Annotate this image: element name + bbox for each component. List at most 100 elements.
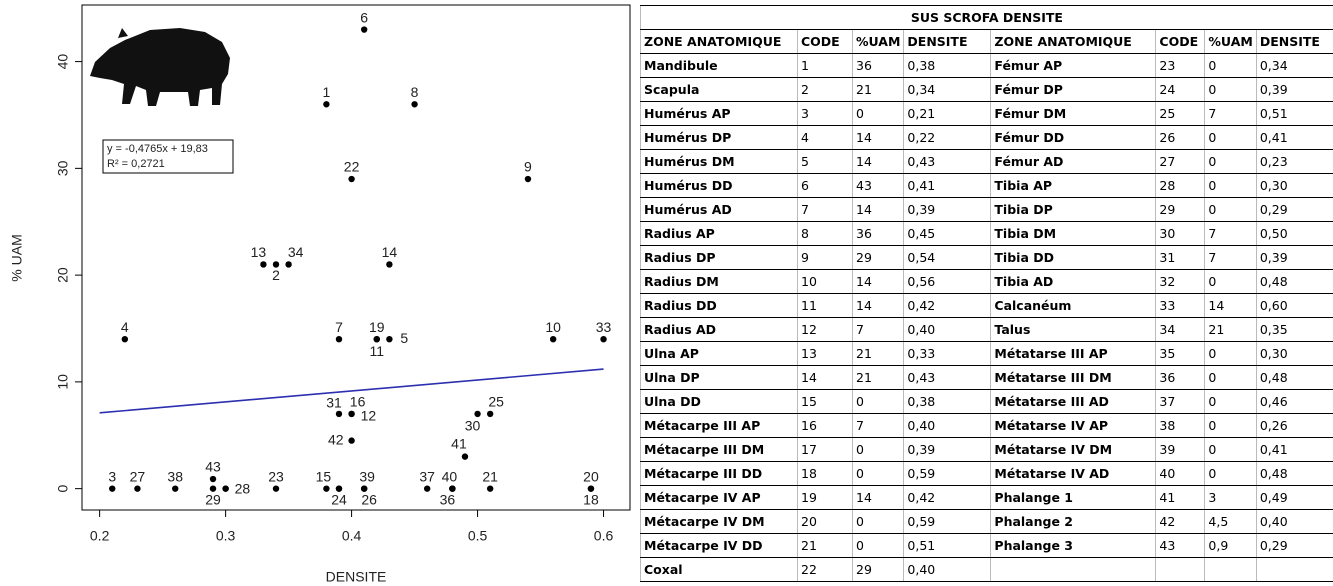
table-cell: 0,48 — [1255, 365, 1333, 390]
table-row: Humérus AD 7 14 0,39 Tibia DP 29 0 0,29 — [640, 197, 1333, 222]
table-cell: 33 — [1155, 293, 1205, 318]
table-cell: 7 — [851, 413, 904, 438]
point-label: 11 — [370, 343, 385, 359]
point-label: 34 — [288, 244, 304, 260]
point-label: 25 — [488, 394, 504, 410]
point — [386, 261, 393, 268]
table-cell: Humérus DM — [640, 149, 798, 174]
table-cell: 0,48 — [1255, 269, 1333, 294]
table-cell: 25 — [1155, 101, 1205, 126]
table-cell: 5 — [797, 149, 853, 174]
x-tick-label: 0.5 — [468, 528, 488, 544]
point — [272, 261, 280, 268]
table-cell: 0 — [1204, 53, 1257, 78]
table-row: Scapula 2 21 0,34 Fémur DP 24 0 0,39 — [640, 77, 1333, 102]
table-cell: 0,48 — [1255, 461, 1333, 486]
table-cell: Scapula — [640, 77, 798, 102]
table-cell: %UAM — [851, 29, 904, 54]
table-cell: Ulna AP — [640, 341, 798, 366]
table-cell: 8 — [797, 221, 853, 246]
point-label: 30 — [465, 418, 481, 434]
table-row: Métacarpe IV DD 21 0 0,51 Phalange 3 43 0,9 0,2… — [640, 533, 1333, 558]
table-cell — [990, 557, 1156, 582]
point — [373, 335, 380, 343]
table-cell: 6 — [797, 173, 853, 198]
x-axis-title: DENSITE — [326, 569, 387, 585]
table-cell: 0 — [1204, 149, 1257, 174]
table-cell: 36 — [851, 53, 904, 78]
point — [272, 485, 280, 492]
table-row: Métacarpe III DM 17 0 0,39 Métatarse IV DM 39… — [640, 437, 1333, 462]
table-cell: 1 — [797, 53, 853, 78]
table-row: Humérus AP 3 0 0,21 Fémur DM 25 7 0,51 — [640, 101, 1333, 126]
point-label: 24 — [331, 491, 347, 507]
table-cell: 0,54 — [903, 245, 991, 270]
point — [285, 261, 292, 268]
table-cell: Radius DM — [640, 269, 798, 294]
table-cell: 0 — [851, 101, 904, 126]
y-tick-label: 40 — [55, 54, 71, 70]
point — [335, 335, 343, 343]
table-cell: 0,60 — [1255, 293, 1333, 318]
header-row: ZONE ANATOMIQUE CODE %UAM DENSITE ZONE ANATO… — [640, 29, 1333, 54]
plot-frame — [81, 4, 631, 511]
point-label: 16 — [350, 394, 366, 410]
table-cell: Fémur AP — [990, 53, 1156, 78]
table-cell: 36 — [851, 221, 904, 246]
table-cell: 35 — [1155, 341, 1205, 366]
point — [260, 261, 267, 268]
table-cell: 0,21 — [903, 101, 991, 126]
y-tick-label: 0 — [55, 485, 71, 493]
table-cell: 0,38 — [903, 53, 991, 78]
table-cell: 0 — [1204, 77, 1257, 102]
table-cell: Métacarpe III DD — [640, 461, 798, 486]
x-tick-label: 0.4 — [342, 528, 362, 544]
table-cell: 14 — [797, 365, 853, 390]
table-row: Radius DD 11 14 0,42 Calcanéum 33 14 0,60 — [640, 293, 1333, 318]
table-cell: 20 — [797, 509, 853, 534]
table-cell: Ulna DD — [640, 389, 798, 414]
table-cell: 14 — [1204, 293, 1257, 318]
table-cell: 21 — [1204, 317, 1257, 342]
table-cell: Fémur DM — [990, 101, 1156, 126]
trend-line — [99, 368, 604, 414]
table-cell: 0 — [1204, 341, 1257, 366]
annotation: R² = 0,2721 — [107, 158, 165, 170]
table-cell: 30 — [1155, 221, 1205, 246]
table-row: Métacarpe IV DM 20 0 0,59 Phalange 2 42 4,5 0,4… — [640, 509, 1333, 534]
table-cell: Humérus AP — [640, 101, 798, 126]
point-label: 5 — [400, 330, 408, 346]
table-cell: 0,30 — [1255, 173, 1333, 198]
point — [172, 485, 179, 492]
table-cell: 4 — [797, 125, 853, 150]
point-label: 1 — [322, 84, 330, 100]
table-cell: Talus — [990, 317, 1156, 342]
table-cell: Métacarpe IV DM — [640, 509, 798, 534]
table-cell: 0,59 — [903, 509, 991, 534]
table-cell: 32 — [1155, 269, 1205, 294]
point-label: 39 — [359, 468, 375, 484]
point — [348, 410, 355, 418]
table-cell: 42 — [1155, 509, 1205, 534]
point-label: 27 — [130, 468, 146, 484]
table-cell: 0 — [1204, 269, 1257, 294]
table-cell: 21 — [797, 533, 853, 558]
table-cell: 29 — [851, 245, 904, 270]
point — [209, 485, 217, 492]
table-cell: 19 — [797, 485, 853, 510]
table-cell: 36 — [1155, 365, 1205, 390]
table-cell: 0,23 — [1255, 149, 1333, 174]
table-cell: Phalange 3 — [990, 533, 1156, 558]
table-cell: 28 — [1155, 173, 1205, 198]
table-cell: 0,40 — [903, 317, 991, 342]
table-cell: Métacarpe IV DD — [640, 533, 798, 558]
point-label: 20 — [583, 468, 599, 484]
point — [549, 335, 557, 343]
point — [134, 485, 141, 492]
table-cell: 0 — [851, 461, 904, 486]
boar-icon — [90, 28, 230, 106]
point — [121, 335, 129, 343]
annotation: y = -0,4765x + 19,83 — [107, 143, 208, 155]
table-cell: 0,29 — [1255, 533, 1333, 558]
